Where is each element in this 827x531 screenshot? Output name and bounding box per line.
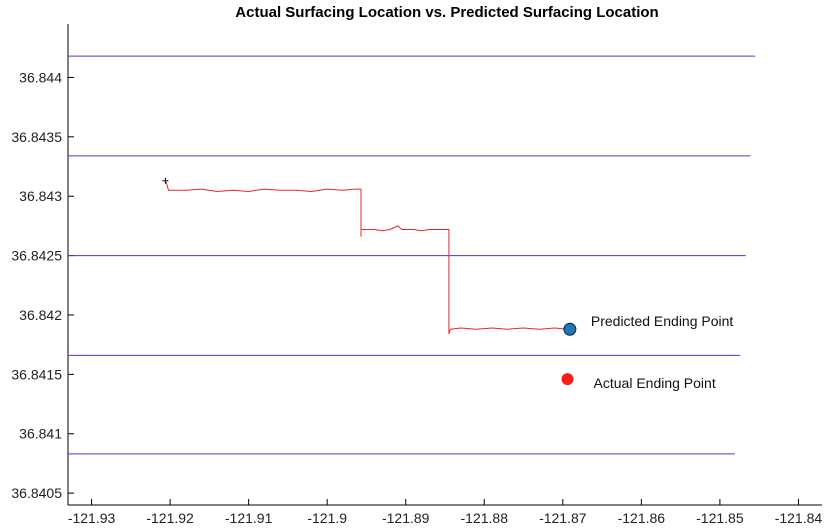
- x-tick-label: -121.84: [775, 510, 823, 526]
- predicted-ending-point: [563, 322, 577, 336]
- x-tick-label: -121.92: [146, 510, 194, 526]
- y-tick-label: 36.8415: [11, 366, 62, 382]
- x-tick-label: -121.88: [461, 510, 509, 526]
- chart-title: Actual Surfacing Location vs. Predicted …: [235, 4, 658, 21]
- x-tick-label: -121.86: [618, 510, 666, 526]
- x-tick-label: -121.9: [307, 510, 347, 526]
- x-tick-label: -121.91: [225, 510, 273, 526]
- y-tick-label: 36.8435: [11, 129, 62, 145]
- x-tick-label: -121.87: [539, 510, 587, 526]
- x-tick-label: -121.85: [696, 510, 744, 526]
- x-tick-label: -121.93: [68, 510, 116, 526]
- start-marker: [162, 177, 169, 184]
- x-tick-label: -121.89: [382, 510, 430, 526]
- track-line: [165, 181, 567, 335]
- actual-ending-point: [561, 373, 574, 386]
- predicted-ending-point-label: Predicted Ending Point: [591, 313, 734, 329]
- y-tick-label: 36.8405: [11, 485, 62, 501]
- y-tick-label: 36.843: [19, 188, 62, 204]
- plot-area: -121.93 -121.92 -121.91 -121.9 -121.89 -121.8…: [11, 24, 822, 526]
- actual-ending-point-label: Actual Ending Point: [594, 375, 716, 391]
- y-tick-label: 36.8425: [11, 248, 62, 264]
- y-tick-label: 36.844: [19, 69, 62, 85]
- y-tick-label: 36.842: [19, 307, 62, 323]
- y-tick-label: 36.841: [19, 426, 62, 442]
